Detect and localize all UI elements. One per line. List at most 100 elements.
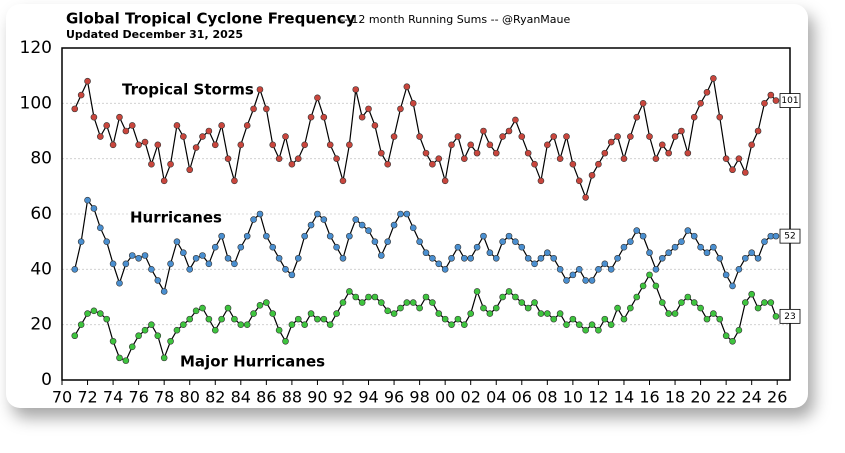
x-tick-label: 92 bbox=[333, 388, 353, 407]
data-point bbox=[761, 100, 768, 107]
data-point bbox=[224, 155, 232, 162]
data-point bbox=[499, 293, 506, 301]
data-point bbox=[199, 304, 206, 312]
data-point bbox=[71, 332, 79, 340]
data-point bbox=[377, 149, 385, 157]
data-point bbox=[167, 337, 174, 345]
data-point bbox=[710, 310, 717, 317]
data-point bbox=[160, 288, 168, 295]
data-point bbox=[467, 254, 475, 262]
data-point bbox=[384, 307, 391, 315]
x-tick-label: 12 bbox=[588, 388, 608, 407]
data-point bbox=[544, 249, 551, 257]
data-point bbox=[671, 133, 679, 140]
data-point bbox=[263, 299, 270, 306]
data-point bbox=[320, 216, 328, 223]
data-point bbox=[505, 288, 513, 295]
data-point bbox=[84, 196, 91, 204]
data-point bbox=[544, 141, 551, 149]
data-point bbox=[678, 238, 685, 245]
data-point bbox=[390, 133, 398, 140]
x-tick-label: 26 bbox=[767, 388, 787, 407]
data-point bbox=[243, 122, 251, 129]
y-tick-label: 120 bbox=[20, 38, 52, 58]
data-point bbox=[703, 88, 711, 96]
data-point bbox=[192, 254, 200, 262]
data-point bbox=[135, 254, 142, 262]
data-point bbox=[537, 177, 545, 185]
data-point bbox=[524, 254, 532, 262]
data-point bbox=[422, 293, 430, 301]
data-point bbox=[256, 210, 264, 218]
data-point bbox=[109, 260, 117, 268]
end-label-box bbox=[779, 93, 801, 108]
data-point bbox=[429, 299, 436, 306]
data-point bbox=[154, 332, 162, 340]
data-point bbox=[658, 299, 666, 306]
data-point bbox=[416, 238, 423, 245]
data-point bbox=[116, 113, 123, 121]
data-point bbox=[448, 141, 455, 149]
data-point bbox=[231, 177, 238, 185]
data-point bbox=[486, 310, 494, 317]
data-point bbox=[627, 304, 634, 312]
data-point bbox=[614, 254, 621, 262]
data-point bbox=[301, 321, 308, 328]
x-tick-label: 08 bbox=[537, 388, 557, 407]
data-point bbox=[461, 155, 468, 162]
x-tick-label: 02 bbox=[461, 388, 481, 407]
data-point bbox=[282, 266, 289, 273]
data-point bbox=[237, 243, 245, 251]
x-tick-label: 00 bbox=[435, 388, 455, 407]
data-point bbox=[377, 299, 385, 306]
data-point bbox=[339, 299, 347, 306]
data-point bbox=[722, 155, 730, 162]
data-point bbox=[301, 232, 308, 240]
data-point bbox=[326, 141, 334, 149]
data-point bbox=[761, 299, 768, 306]
data-point bbox=[211, 326, 219, 334]
data-point bbox=[550, 254, 558, 262]
x-tick-label: 14 bbox=[614, 388, 634, 407]
data-point bbox=[160, 177, 168, 185]
x-tick-label: 86 bbox=[256, 388, 276, 407]
data-point bbox=[365, 227, 372, 234]
end-label: 23 bbox=[784, 312, 795, 322]
data-point bbox=[646, 271, 653, 279]
data-point bbox=[180, 249, 187, 257]
data-point bbox=[754, 127, 762, 135]
data-point bbox=[595, 160, 602, 168]
data-point bbox=[352, 216, 360, 223]
data-point bbox=[671, 243, 679, 251]
x-tick-label: 98 bbox=[409, 388, 429, 407]
data-point bbox=[461, 321, 468, 328]
data-point bbox=[582, 277, 589, 284]
data-point bbox=[665, 249, 672, 257]
data-point bbox=[588, 277, 596, 284]
data-point bbox=[186, 266, 194, 273]
data-point bbox=[652, 155, 660, 162]
data-point bbox=[569, 315, 577, 323]
data-point bbox=[627, 133, 634, 140]
y-tick-label: 40 bbox=[30, 259, 52, 279]
data-point bbox=[710, 75, 717, 82]
data-point bbox=[703, 249, 711, 257]
data-point bbox=[633, 227, 641, 234]
data-point bbox=[518, 133, 526, 140]
plot-frame bbox=[61, 47, 791, 381]
data-point bbox=[116, 354, 123, 362]
data-point bbox=[84, 77, 91, 85]
data-point bbox=[250, 216, 257, 223]
data-point bbox=[684, 149, 692, 157]
data-point bbox=[448, 321, 455, 328]
data-point bbox=[524, 304, 532, 312]
data-point bbox=[741, 299, 749, 306]
x-tick-label: 16 bbox=[639, 388, 659, 407]
data-point bbox=[224, 254, 232, 262]
data-point bbox=[160, 354, 168, 362]
data-point bbox=[77, 238, 85, 245]
data-point bbox=[211, 141, 219, 149]
data-point bbox=[429, 160, 436, 168]
data-point bbox=[71, 266, 79, 273]
data-point bbox=[524, 149, 532, 157]
